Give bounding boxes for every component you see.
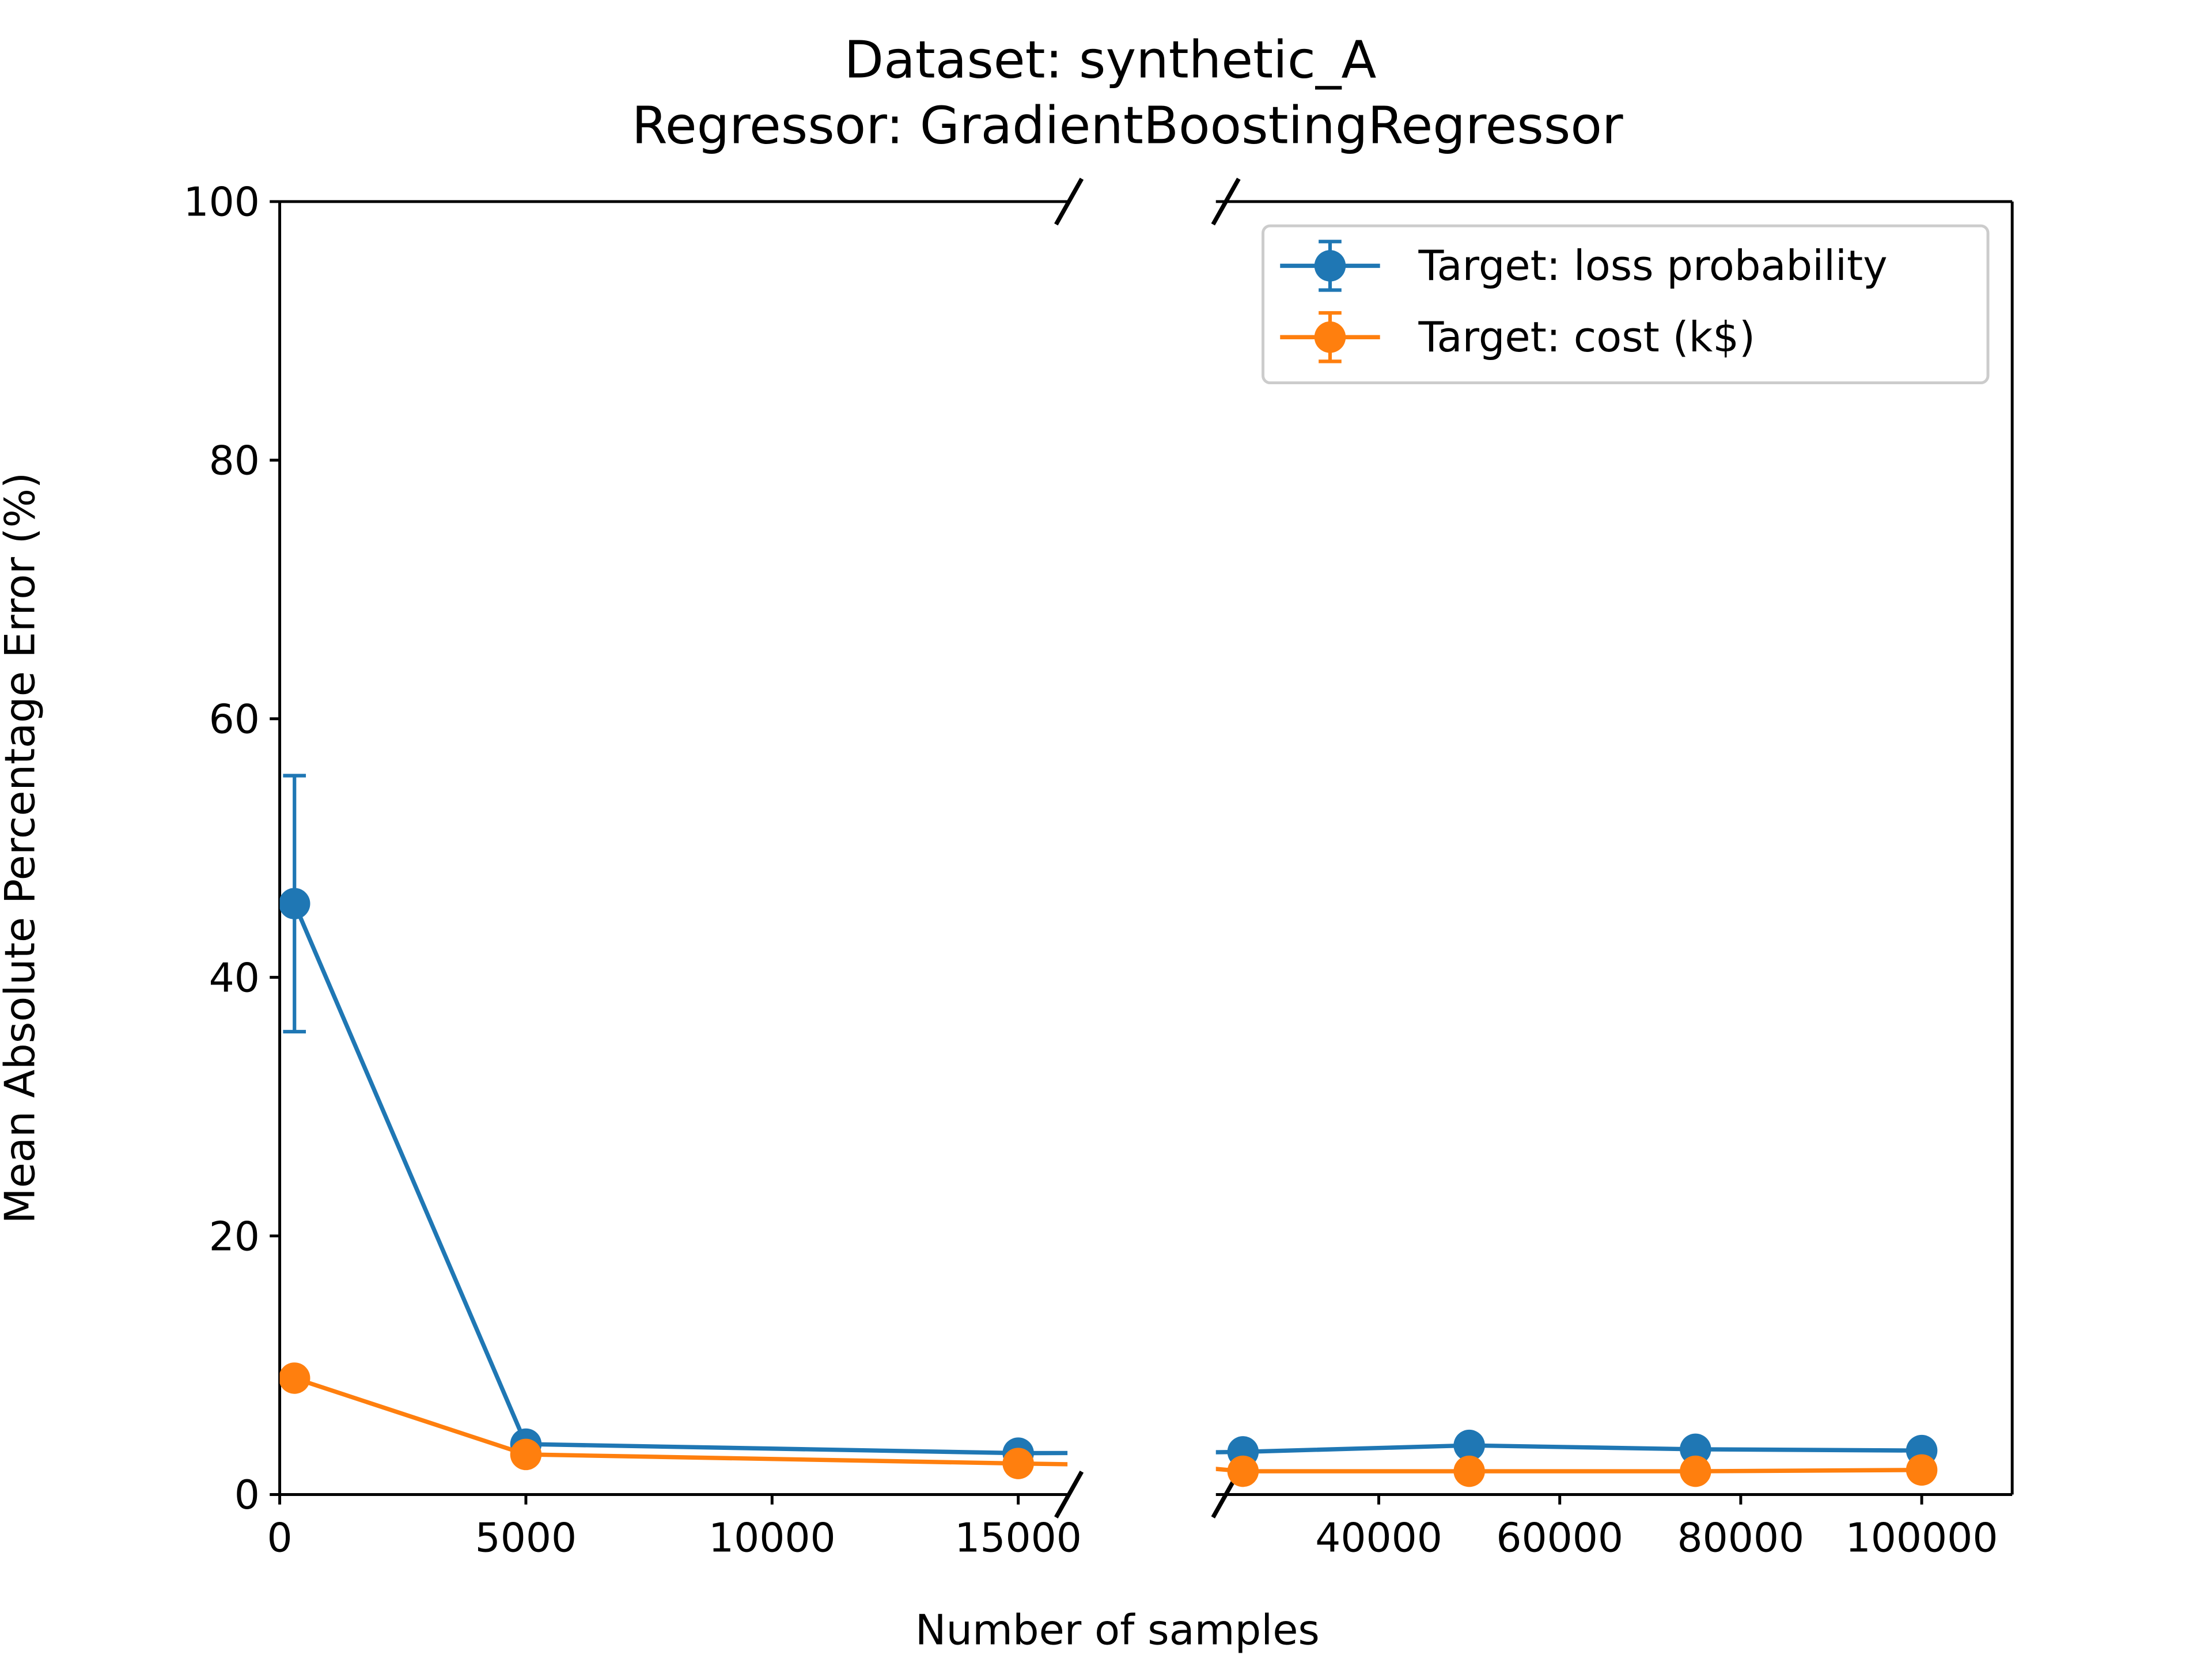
series-line xyxy=(292,903,1068,1456)
legend-label: Target: cost (k$) xyxy=(1418,313,1755,361)
x-tick-label: 10000 xyxy=(709,1516,836,1562)
x-tick-label: 0 xyxy=(267,1516,293,1562)
y-tick-label: 0 xyxy=(234,1472,260,1518)
chart-subtitle: Regressor: GradientBoostingRegressor xyxy=(632,96,1623,156)
y-tick-label: 80 xyxy=(209,438,260,484)
series-line xyxy=(1215,1443,1922,1455)
data-point xyxy=(1453,1429,1485,1461)
y-axis-label: Mean Absolute Percentage Error (%) xyxy=(0,472,44,1224)
panel-data xyxy=(279,774,1068,1479)
y-tick-label: 100 xyxy=(183,180,259,226)
chart-title: Dataset: synthetic_A xyxy=(844,30,1376,90)
x-tick-label: 100000 xyxy=(1846,1516,1998,1562)
x-tick-label: 5000 xyxy=(475,1516,577,1562)
legend-marker xyxy=(1314,250,1346,282)
legend-item: Target: cost (k$) xyxy=(1280,311,1755,363)
panel-data xyxy=(1215,1429,1938,1487)
x-tick-label: 60000 xyxy=(1496,1516,1623,1562)
data-point xyxy=(279,1362,310,1394)
legend-label: Target: loss probability xyxy=(1418,241,1888,290)
data-point xyxy=(1227,1455,1259,1487)
legend-marker xyxy=(1314,321,1346,353)
legend-frame xyxy=(1262,224,1990,385)
data-point xyxy=(1680,1433,1711,1465)
data-point xyxy=(510,1438,542,1471)
x-tick-label: 15000 xyxy=(955,1516,1082,1562)
plot-area: 0 20 40 60 80 100 0 5000 10000 15000 40000 60000 800… xyxy=(183,180,1998,1562)
x-tick-label: 80000 xyxy=(1677,1516,1805,1562)
y-tick-label: 40 xyxy=(209,955,260,1001)
legend: Target: loss probability Target: cost (k$… xyxy=(1262,224,1990,385)
y-tick-label: 60 xyxy=(209,697,260,743)
break-mark xyxy=(1054,177,1084,226)
data-point xyxy=(1906,1454,1938,1486)
y-tick-label: 20 xyxy=(209,1214,260,1260)
data-point xyxy=(1453,1455,1485,1487)
x-tick-label: 40000 xyxy=(1315,1516,1442,1562)
axis-spines xyxy=(278,200,2014,1496)
break-mark xyxy=(1211,177,1241,226)
data-point xyxy=(1002,1448,1034,1479)
data-point xyxy=(1680,1455,1711,1487)
legend-item: Target: loss probability xyxy=(1280,240,1888,292)
x-axis-label: Number of samples xyxy=(915,1606,1320,1654)
axis-break-marks xyxy=(1054,177,1241,1518)
break-mark xyxy=(1054,1471,1084,1518)
data-point xyxy=(279,888,310,919)
